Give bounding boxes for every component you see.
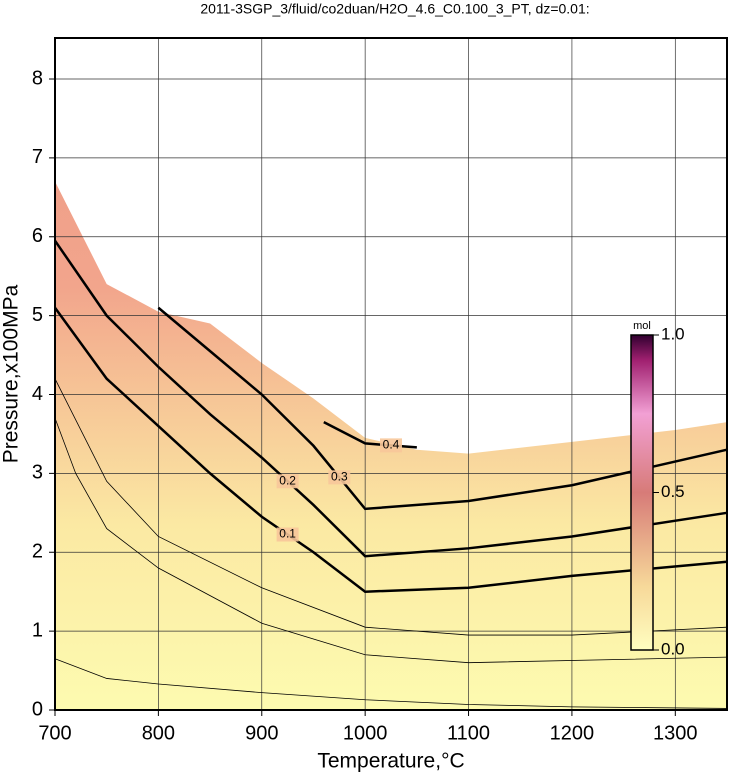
plot-frame [54,37,728,711]
x-tick-label: 1000 [343,722,388,744]
x-tick-label: 1100 [447,722,490,744]
contour-label: 0.4 [383,438,400,452]
y-tick-label: 0 [32,698,43,720]
contour-line [54,418,728,664]
contour-label-bg [380,438,402,453]
colorbar [630,334,654,651]
contour-label: 0.1 [279,527,296,541]
y-tick-label: 3 [32,462,43,484]
contour-line [54,378,728,636]
contour-label: 0.2 [279,473,296,487]
colorbar-label: mol [633,320,651,332]
contour-label: 0.3 [331,469,348,483]
x-tick-label: 1200 [550,722,595,744]
colorbar-tick-label: 1.0 [661,324,685,343]
contour-label-bg [328,470,351,485]
chart-title: 2011-3SGP_3/fluid/co2duan/H2O_4.6_C0.100… [200,1,589,17]
y-tick-label: 6 [32,225,43,247]
y-axis-label: Pressure,x100MPa [0,284,23,463]
contour-label-bg [276,527,299,542]
y-tick-label: 2 [32,541,43,563]
contour-line [54,658,728,709]
x-tick-label: 1300 [653,722,698,744]
x-tick-label: 800 [142,722,175,744]
y-tick-label: 4 [32,383,43,405]
colorbar-tick-label: 0.5 [661,482,685,501]
x-axis-label: Temperature,°C [317,750,464,773]
contour-label-bg [276,474,299,489]
y-tick-label: 8 [32,67,43,89]
x-tick-label: 900 [245,722,278,744]
y-tick-label: 1 [32,619,43,641]
x-tick-label: 700 [38,722,71,744]
y-tick-label: 7 [32,146,43,168]
y-tick-label: 5 [32,304,43,326]
colorbar-tick-label: 0.0 [661,639,685,658]
